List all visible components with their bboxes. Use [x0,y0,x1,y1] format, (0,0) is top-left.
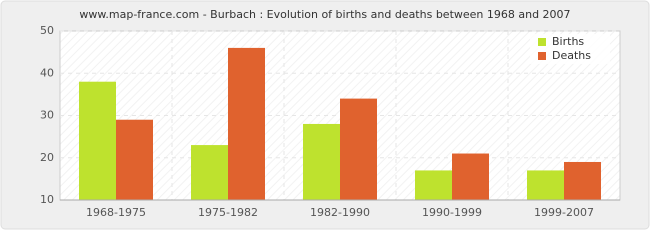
legend-swatch [538,52,546,60]
page: www.map-france.com - Burbach : Evolution… [0,0,650,230]
y-tick-label: 20 [40,151,54,164]
bar [303,123,340,200]
bar [79,81,116,200]
legend-swatch [538,38,546,46]
bar [415,170,452,200]
chart-title: www.map-france.com - Burbach : Evolution… [79,8,570,21]
bar [340,98,377,200]
bar [527,170,564,200]
y-tick-label: 30 [40,109,54,122]
bar [116,119,153,200]
legend-label: Births [552,35,584,48]
bar [191,145,228,200]
y-tick-label: 10 [40,193,54,206]
x-tick-label: 1999-2007 [534,206,594,219]
y-tick-label: 40 [40,66,54,79]
bar [452,153,489,200]
x-tick-label: 1968-1975 [86,206,146,219]
bar [228,47,265,201]
x-tick-label: 1975-1982 [198,206,258,219]
x-tick-label: 1990-1999 [422,206,482,219]
x-tick-label: 1982-1990 [310,206,370,219]
bar [564,161,601,200]
legend-label: Deaths [552,49,591,62]
y-tick-label: 50 [40,24,54,37]
chart: www.map-france.com - Burbach : Evolution… [0,0,650,230]
